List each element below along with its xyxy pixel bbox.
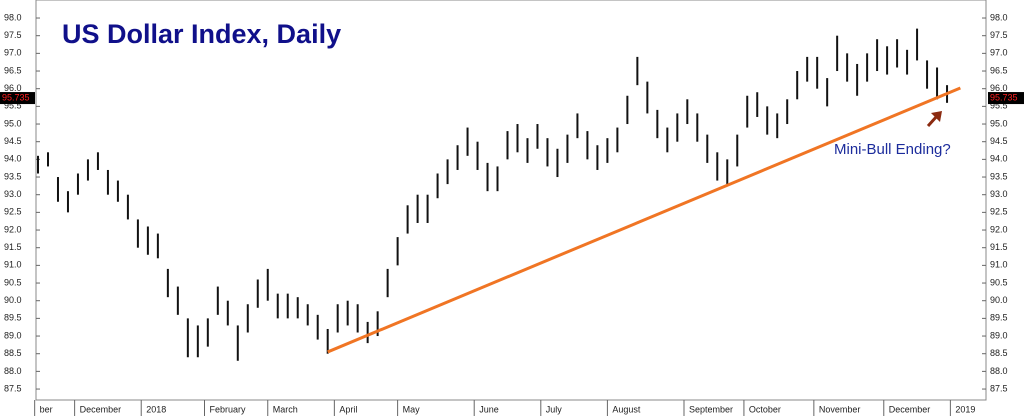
arrow-shaft [926,114,939,128]
y-tick-label: 90.5 [4,277,22,287]
y-tick-label: 91.5 [990,242,1008,252]
y-tick-label: 95.0 [990,118,1008,128]
annotation: Mini-Bull Ending? [834,141,951,158]
y-tick-label: 95.0 [4,118,22,128]
y-tick-label: 90.0 [4,295,22,305]
y-tick-label: 88.0 [990,366,1008,376]
y-tick-label: 97.0 [4,48,22,58]
plot-frame [35,0,987,401]
x-tick-label: November [819,404,861,414]
y-tick-label: 89.5 [4,313,22,323]
y-tick-label: 88.5 [4,348,22,358]
y-tick-label: 97.0 [990,48,1008,58]
y-tick-label: 92.0 [990,224,1008,234]
y-tick-label: 89.0 [990,330,1008,340]
x-tick-label: March [273,404,298,414]
price-bars [36,28,949,361]
arrow-head [931,111,942,122]
y-tick-label: 93.0 [4,189,22,199]
y-tick-label: 96.5 [990,65,1008,75]
last-price-label: 95.735 [2,92,30,102]
y-tick-label: 92.5 [4,207,22,217]
x-tick-label: December [80,404,122,414]
y-tick-label: 94.0 [990,154,1008,164]
x-tick-label: June [479,404,499,414]
y-tick-label: 90.0 [990,295,1008,305]
y-tick-label: 89.0 [4,330,22,340]
y-tick-label: 88.5 [990,348,1008,358]
y-tick-label: 93.5 [4,171,22,181]
y-tick-label: 93.5 [990,171,1008,181]
y-tick-label: 94.0 [4,154,22,164]
last-price-box [0,92,35,105]
annotation-arrow [926,111,942,128]
y-tick-label: 91.0 [4,260,22,270]
x-tick-label: April [339,404,357,414]
y-tick-label: 96.0 [990,83,1008,93]
y-tick-label: 90.5 [990,277,1008,287]
x-tick-label: May [403,404,421,414]
y-tick-label: 91.0 [990,260,1008,270]
y-tick-label: 91.5 [4,242,22,252]
x-tick-label: 2018 [146,404,166,414]
x-tick-label: December [889,404,931,414]
y-tick-label: 96.0 [4,83,22,93]
y-tick-label: 87.5 [4,383,22,393]
x-tick-label: February [209,404,246,414]
y-tick-label: 92.0 [4,224,22,234]
y-tick-label: 89.5 [990,313,1008,323]
last-price-box [988,92,1024,105]
last-price-label: 95.735 [990,92,1018,102]
y-tick-label: 92.5 [990,207,1008,217]
chart-title: US Dollar Index, Daily [62,19,341,49]
x-tick-label: July [546,404,563,414]
y-tick-label: 94.5 [990,136,1008,146]
y-tick-label: 97.5 [990,30,1008,40]
y-tick-label: 95.5 [4,101,22,111]
x-tick-label: October [749,404,781,414]
y-tick-label: 95.5 [990,101,1008,111]
y-tick-label: 94.5 [4,136,22,146]
y-tick-label: 96.5 [4,65,22,75]
y-tick-label: 93.0 [990,189,1008,199]
x-tick-label: ber [40,404,53,414]
x-tick-label: August [612,404,641,414]
x-tick-label: 2019 [955,404,975,414]
y-tick-label: 98.0 [4,12,22,22]
y-tick-label: 98.0 [990,12,1008,22]
y-tick-label: 87.5 [990,383,1008,393]
y-tick-label: 88.0 [4,366,22,376]
y-tick-label: 97.5 [4,30,22,40]
x-tick-label: September [689,404,733,414]
trend-line [327,86,961,354]
